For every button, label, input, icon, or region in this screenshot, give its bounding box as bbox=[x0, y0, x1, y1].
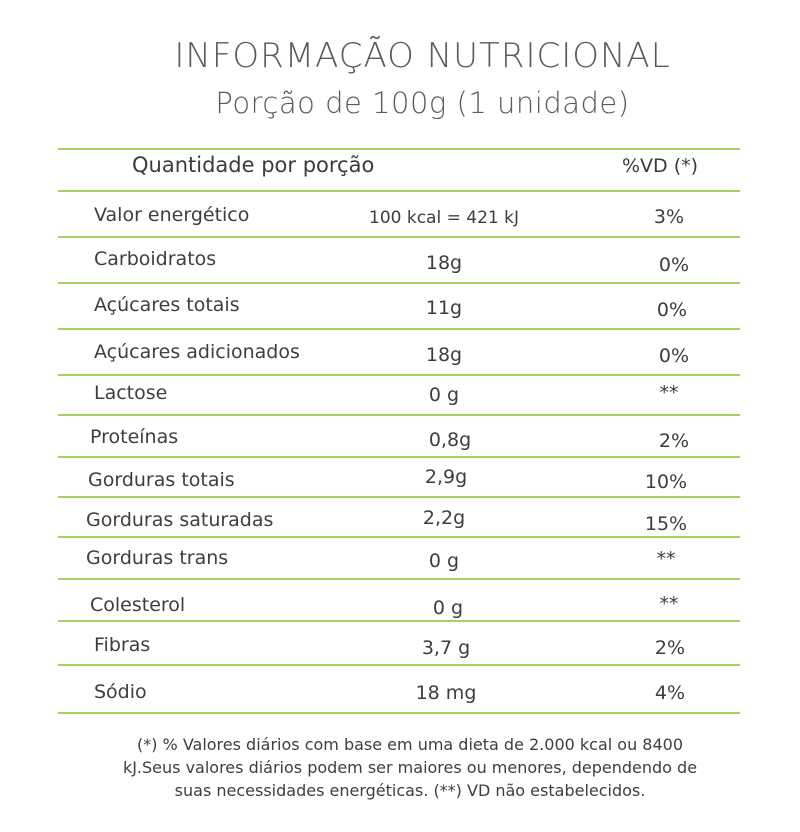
table-divider bbox=[58, 236, 740, 238]
row-label: Gorduras trans bbox=[86, 547, 229, 569]
header-label: Quantidade por porção bbox=[132, 153, 375, 177]
row-label: Açúcares totais bbox=[94, 294, 240, 316]
row-value: 100 kcal = 421 kJ bbox=[369, 208, 519, 228]
row-value: 18 mg bbox=[415, 682, 477, 704]
row-vd: ** bbox=[659, 593, 679, 615]
row-vd: 0% bbox=[656, 299, 688, 321]
page-subtitle: Porção de 100g (1 unidade) bbox=[215, 86, 630, 120]
page-title: INFORMAÇÃO NUTRICIONAL bbox=[174, 36, 671, 76]
table-divider bbox=[58, 496, 740, 498]
row-label: Valor energético bbox=[94, 204, 250, 226]
row-vd: 0% bbox=[658, 345, 690, 367]
row-vd: 0% bbox=[658, 254, 690, 276]
row-label: Sódio bbox=[94, 681, 147, 703]
table-divider bbox=[58, 414, 740, 416]
row-label: Gorduras saturadas bbox=[86, 509, 274, 531]
row-vd: 4% bbox=[654, 682, 686, 704]
table-divider bbox=[58, 456, 740, 458]
row-value: 0 g bbox=[428, 384, 460, 406]
row-label: Açúcares adicionados bbox=[94, 341, 300, 363]
row-value: 0 g bbox=[432, 597, 464, 619]
row-value: 3,7 g bbox=[421, 637, 471, 659]
row-value: 2,9g bbox=[424, 466, 468, 488]
table-divider bbox=[58, 374, 740, 376]
table-divider bbox=[58, 536, 740, 538]
row-value: 18g bbox=[425, 252, 463, 274]
table-divider bbox=[58, 282, 740, 284]
row-vd: 2% bbox=[654, 637, 686, 659]
table-divider bbox=[58, 620, 740, 622]
row-value: 11g bbox=[425, 297, 463, 319]
row-label: Carboidratos bbox=[94, 248, 217, 270]
table-divider bbox=[58, 578, 740, 580]
row-value: 0 g bbox=[428, 550, 460, 572]
row-value: 18g bbox=[425, 344, 463, 366]
table-divider bbox=[58, 148, 740, 150]
table-divider bbox=[58, 328, 740, 330]
table-divider bbox=[58, 190, 740, 192]
header-vd-label: %VD (*) bbox=[622, 155, 699, 177]
footnote: (*) % Valores diários com base em uma di… bbox=[122, 735, 698, 800]
row-label: Colesterol bbox=[90, 594, 186, 616]
table-divider bbox=[58, 664, 740, 666]
row-vd: 10% bbox=[644, 471, 688, 493]
table-divider bbox=[58, 712, 740, 714]
row-label: Fibras bbox=[94, 634, 151, 656]
row-vd: 15% bbox=[644, 513, 688, 535]
row-vd: 3% bbox=[653, 206, 685, 228]
row-vd: ** bbox=[656, 548, 676, 570]
row-vd: 2% bbox=[658, 430, 690, 452]
row-value: 2,2g bbox=[422, 507, 466, 529]
row-label: Gorduras totais bbox=[88, 469, 235, 491]
row-vd: ** bbox=[659, 382, 679, 404]
row-label: Lactose bbox=[94, 382, 168, 404]
row-value: 0,8g bbox=[428, 429, 472, 451]
row-label: Proteínas bbox=[90, 426, 179, 448]
